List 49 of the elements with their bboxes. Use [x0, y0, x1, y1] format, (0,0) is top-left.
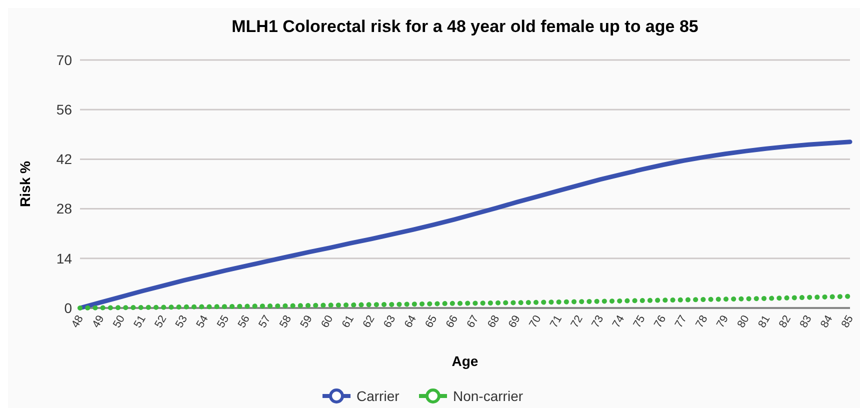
y-tick-label: 14 [56, 250, 72, 266]
x-tick-label: 73 [590, 313, 606, 330]
x-tick-label: 61 [340, 313, 356, 330]
x-tick-label: 60 [319, 313, 336, 330]
x-tick-label: 72 [568, 313, 586, 330]
x-tick-label: 54 [194, 313, 211, 330]
y-tick-label: 0 [64, 300, 72, 316]
x-tick-label: 76 [652, 313, 669, 330]
x-tick-label: 58 [278, 313, 294, 330]
x-tick-label: 64 [402, 313, 419, 330]
x-tick-label: 78 [694, 313, 710, 330]
x-tick-label: 63 [382, 313, 398, 330]
x-tick-label: 81 [756, 313, 773, 330]
y-tick-label: 42 [56, 151, 72, 168]
x-tick-label: 51 [132, 313, 148, 330]
x-tick-label: 84 [818, 313, 836, 330]
y-tick-label: 28 [56, 200, 72, 217]
x-tick-label: 67 [464, 313, 482, 330]
x-tick-label: 57 [256, 313, 274, 330]
x-tick-label: 59 [298, 313, 315, 330]
x-tick-label: 82 [776, 313, 794, 330]
x-tick-label: 62 [360, 313, 378, 330]
x-tick-label: 50 [111, 313, 128, 330]
x-tick-label: 56 [236, 313, 252, 330]
y-tick-label: 70 [56, 52, 72, 68]
x-tick-label: 48 [69, 313, 86, 330]
x-tick-label: 75 [631, 313, 648, 330]
x-tick-label: 77 [672, 313, 690, 330]
x-tick-label: 85 [839, 313, 856, 330]
x-tick-label: 69 [506, 313, 523, 330]
legend-label: Carrier [356, 388, 400, 404]
x-axis-title: Age [452, 353, 478, 369]
x-tick-label: 52 [152, 313, 170, 330]
x-tick-label: 66 [444, 313, 461, 330]
x-tick-label: 55 [215, 313, 232, 330]
legend-label: Non-carrier [453, 388, 524, 404]
y-tick-label: 56 [56, 102, 72, 118]
x-tick-label: 74 [610, 313, 628, 330]
x-tick-label: 71 [548, 313, 565, 330]
chart-title: MLH1 Colorectal risk for a 48 year old female up to age 85 [232, 17, 698, 36]
x-tick-label: 68 [486, 313, 502, 330]
x-tick-label: 83 [798, 313, 814, 330]
x-tick-label: 70 [527, 313, 544, 330]
x-tick-label: 79 [714, 313, 732, 330]
y-axis-title: Risk % [17, 160, 33, 207]
x-tick-label: 80 [735, 313, 752, 330]
x-tick-label: 49 [90, 313, 107, 330]
x-tick-label: 53 [173, 313, 190, 330]
x-tick-label: 65 [423, 313, 440, 330]
